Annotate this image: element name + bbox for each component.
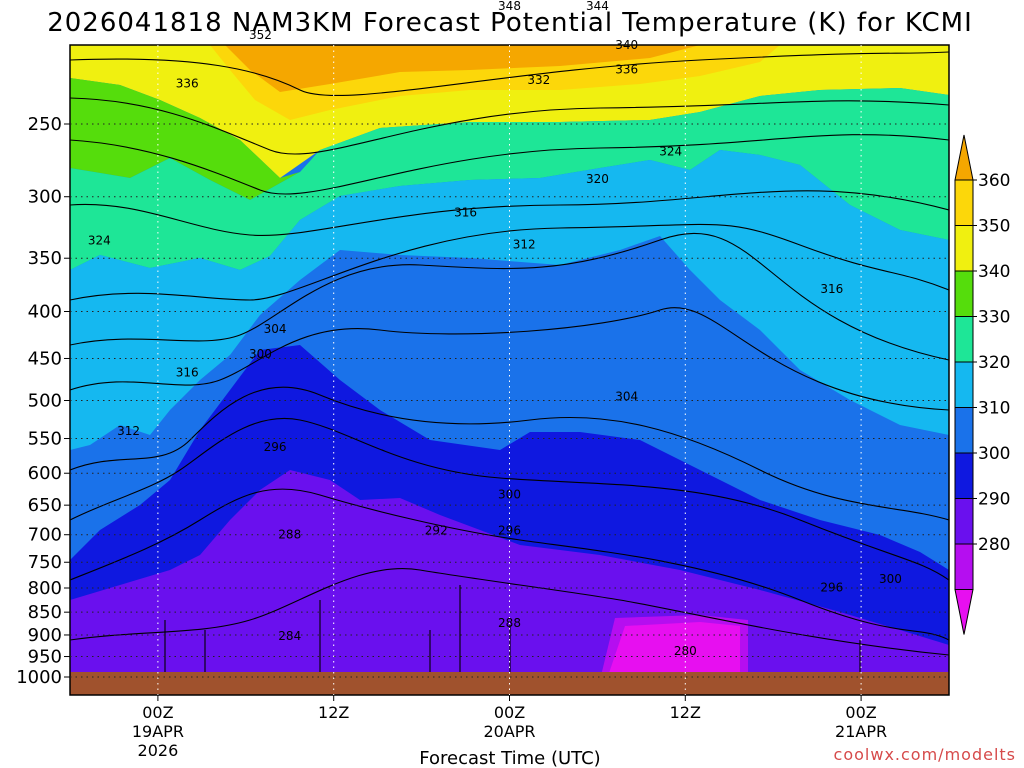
colorbar-top-arrow [954,134,974,181]
x-tick-year: 2026 [138,741,179,760]
contour-label: 300 [498,488,521,502]
y-tick-label: 450 [28,348,62,369]
contour-label: 288 [498,616,521,630]
y-tick-label: 1000 [16,667,62,688]
contour-label: 324 [88,234,111,248]
contour-label: 296 [264,440,287,454]
contour-label: 280 [674,644,697,658]
contour-label: 312 [117,424,140,438]
colorbar-label: 280 [978,535,1010,555]
band-260 [608,622,740,676]
contour-label: 320 [586,172,609,186]
grid-lines [70,45,949,695]
x-tick-label: 00Z [845,703,876,722]
contour-label: 300 [879,572,902,586]
contour-label: 304 [615,389,638,403]
contour-label: 348 [498,0,521,13]
x-tick-label: 00Z [142,703,173,722]
contour-label: 292 [425,524,448,538]
x-tick-label: 12Z [670,703,701,722]
y-tick-label: 850 [28,602,62,623]
y-tick-label: 650 [28,495,62,516]
y-tick-label: 700 [28,525,62,546]
colorbar-swatch [954,543,974,590]
colorbar-label: 300 [978,444,1010,464]
contour-label: 288 [278,528,301,542]
x-axis-label: Forecast Time (UTC) [419,748,600,768]
colorbar-label: 350 [978,217,1010,237]
contour-label: 312 [513,237,536,251]
colorbar-label: 360 [978,171,1010,191]
contour-label: 296 [820,580,843,594]
colorbar-label: 290 [978,490,1010,510]
chart-title: 2026041818 NAM3KM Forecast Potential Tem… [47,8,973,38]
x-tick-date: 20APR [483,722,535,741]
y-tick-label: 400 [28,301,62,322]
y-tick-label: 600 [28,463,62,484]
contour-label: 316 [176,365,199,379]
contour-labels: 352 348 344 340 336 336 332 324 320 316 324 312 316 3… [88,0,902,658]
x-tick-label: 12Z [318,703,349,722]
contour-label: 316 [820,282,843,296]
colorbar-swatch [954,407,974,454]
x-tick-date: 19APR [132,722,184,741]
colorbar: 360 350 340 330 320 310 300 290 280 [954,134,1010,635]
band-330 [70,78,300,200]
y-tick-label: 350 [28,248,62,269]
colorbar-label: 340 [978,262,1010,282]
y-tick-label: 900 [28,625,62,646]
y-tick-label: 800 [28,578,62,599]
contour-lines [70,51,949,690]
band-360 [225,45,700,92]
colorbar-swatch [954,179,974,226]
colorbar-swatch [954,270,974,317]
contour-label: 340 [615,38,638,52]
colorbar-bottom-arrow [954,589,974,635]
x-tick-label: 00Z [494,703,525,722]
y-tick-label: 750 [28,552,62,573]
contour-label: 336 [615,62,638,76]
contour-label: 352 [249,28,272,42]
colorbar-swatch [954,498,974,545]
contour-label: 332 [527,73,550,87]
band-310 [70,150,949,450]
contour-label: 336 [176,77,199,91]
contour-label: 344 [586,0,609,13]
colorbar-swatch [954,316,974,363]
x-tick-date: 21APR [835,722,887,741]
colorbar-swatch [954,361,974,408]
contour-label: 316 [454,205,477,219]
y-tick-label: 500 [28,391,62,412]
contour-label: 324 [659,145,682,159]
colorbar-label: 330 [978,308,1010,328]
colorbar-label: 320 [978,353,1010,373]
contour-label: 296 [498,524,521,538]
colorbar-swatch [954,225,974,272]
contour-label: 284 [278,629,301,643]
colorbar-swatch [954,452,974,499]
colorbar-label: 310 [978,399,1010,419]
y-tick-label: 250 [28,114,62,135]
band-320 [70,88,949,270]
contour-label: 300 [249,347,272,361]
contour-label: 304 [264,322,287,336]
y-tick-label: 300 [28,187,62,208]
y-tick-label: 950 [28,647,62,668]
y-axis: 2503003504004505005506006507007508008509… [16,114,70,688]
credit-text: coolwx.com/modelts [834,745,1016,764]
y-tick-label: 550 [28,429,62,450]
